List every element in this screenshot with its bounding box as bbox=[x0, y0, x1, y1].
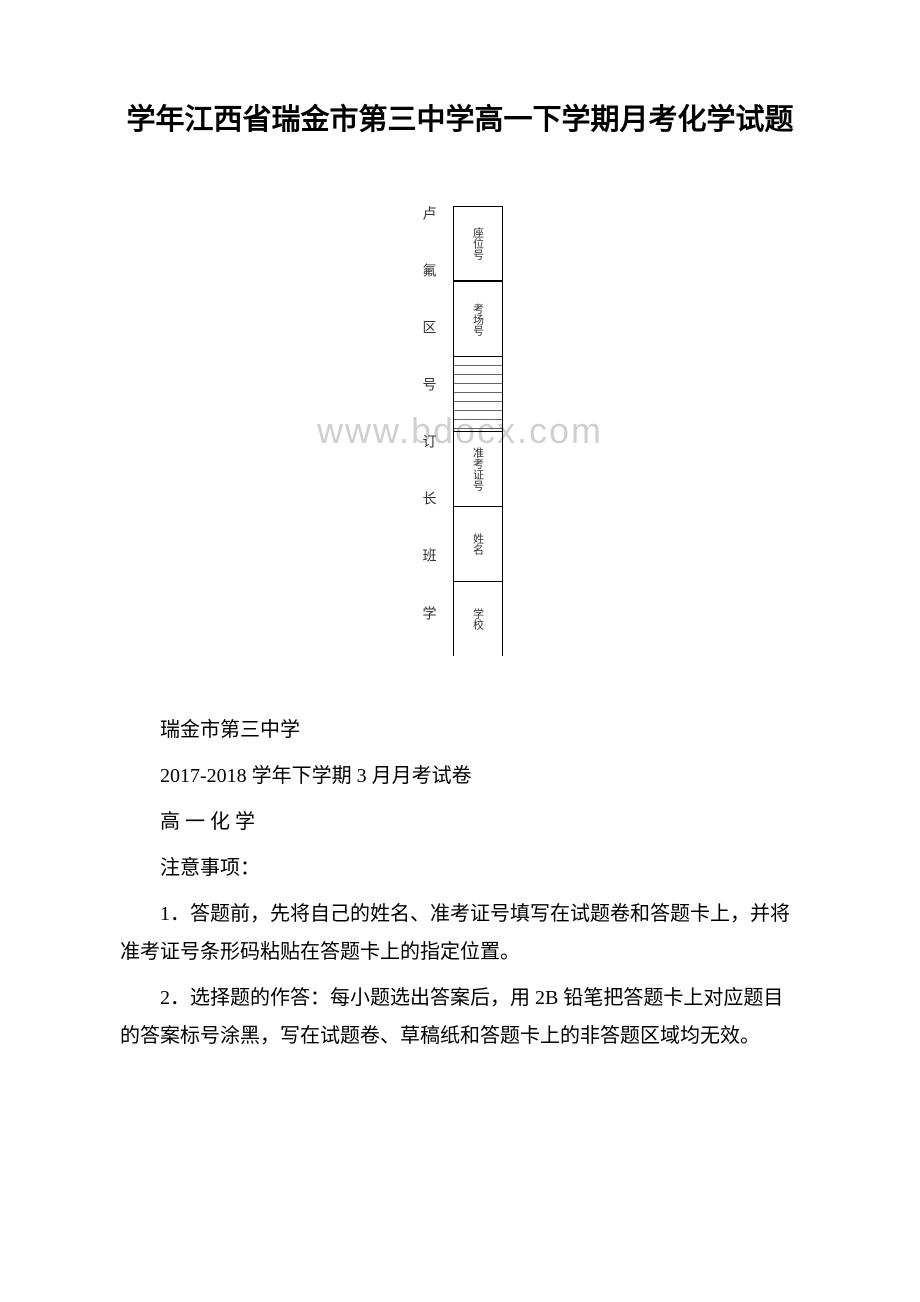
section-label: 考场号 bbox=[470, 303, 486, 336]
left-label: 学 bbox=[418, 606, 438, 656]
section-label: 座位号 bbox=[470, 227, 486, 260]
section-label: 学校 bbox=[470, 608, 486, 630]
form-section: 考场号 bbox=[454, 281, 502, 356]
left-label: 班 bbox=[418, 548, 438, 598]
notice-title: 注意事项： bbox=[120, 849, 800, 887]
form-section: 准考证号 bbox=[454, 431, 502, 506]
school-name: 瑞金市第三中学 bbox=[120, 711, 800, 749]
form-section-lined bbox=[454, 356, 502, 431]
exam-info: 2017-2018 学年下学期 3 月月考试卷 bbox=[120, 757, 800, 795]
form-section: 座位号 bbox=[454, 206, 502, 282]
answer-form-diagram: www.bdocx.com 学 班 长 订 号 区 氟 卢 学校 姓名 准考证号… bbox=[120, 181, 800, 681]
form-section: 学校 bbox=[454, 581, 502, 656]
left-label: 号 bbox=[418, 377, 438, 427]
form-section: 姓名 bbox=[454, 506, 502, 581]
subject-line: 高 一 化 学 bbox=[120, 803, 800, 841]
section-label: 姓名 bbox=[470, 533, 486, 555]
notice-item: 2．选择题的作答：每小题选出答案后，用 2B 铅笔把答题卡上对应题目的答案标号涂… bbox=[120, 979, 800, 1055]
form-right-column: 学校 姓名 准考证号 考场号 座位号 bbox=[453, 206, 503, 656]
notice-item: 1．答题前，先将自己的姓名、准考证号填写在试题卷和答题卡上，并将准考证号条形码粘… bbox=[120, 895, 800, 971]
left-label: 卢 bbox=[418, 206, 438, 256]
document-body: 瑞金市第三中学 2017-2018 学年下学期 3 月月考试卷 高 一 化 学 … bbox=[120, 711, 800, 1055]
vertical-form: 学 班 长 订 号 区 氟 卢 学校 姓名 准考证号 考场号 座位号 bbox=[418, 206, 503, 656]
left-label: 订 bbox=[418, 434, 438, 484]
form-left-column: 学 班 长 订 号 区 氟 卢 bbox=[418, 206, 438, 656]
document-title: 学年江西省瑞金市第三中学高一下学期月考化学试题 bbox=[120, 100, 800, 141]
left-label: 氟 bbox=[418, 263, 438, 313]
left-label: 区 bbox=[418, 320, 438, 370]
section-label: 准考证号 bbox=[470, 447, 486, 491]
left-label: 长 bbox=[418, 491, 438, 541]
